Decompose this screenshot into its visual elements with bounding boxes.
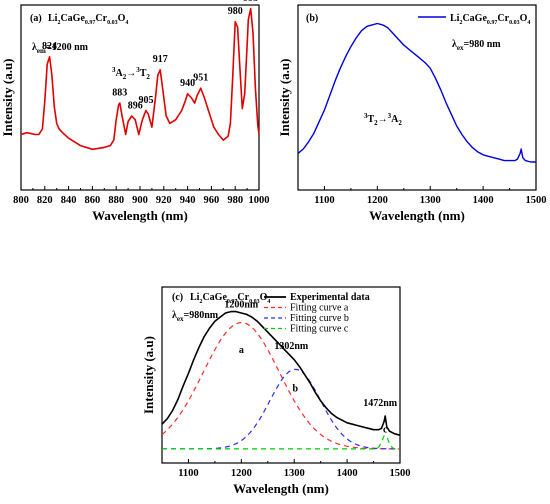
panel-c-legend-label: Fitting curve b (290, 313, 349, 324)
panel-c-legend-label: Fitting curve a (290, 303, 349, 314)
panel-a-peak-label: 917 (153, 54, 168, 65)
panel-c-x-tick-label: 1100 (178, 468, 198, 479)
panel-a-x-tick-label: 860 (85, 195, 101, 206)
panel-a-peak-label: 951 (193, 73, 208, 84)
panel-a-excitation: λem=1200 nm (32, 42, 89, 55)
panel-a-peak-label: 824 (42, 41, 57, 52)
panel-c-fitting-curve (161, 322, 400, 450)
panel-c-x-tick-label: 1400 (337, 468, 358, 479)
panel-a-label: (a) (30, 13, 42, 24)
panel-a-peak-label: 940 (180, 78, 195, 89)
panel-c-peak-label: 1302nm (274, 341, 309, 352)
panel-b-x-tick-label: 1300 (420, 195, 441, 206)
panel-c-excitation: λex=980nm (172, 310, 219, 323)
panel-b-y-axis-label: Intensity (a.u) (277, 58, 292, 136)
panel-c: 1100 1200 1300 1400 1500 Wavelength (nm) Inten… (141, 286, 411, 496)
panel-a-transition: 3A2→3T2 (112, 66, 150, 81)
panel-c-legend-label: Experimental data (290, 292, 370, 303)
panel-b-label: (b) (306, 13, 318, 24)
panel-c-fitting-curve (162, 435, 400, 450)
panel-b-plot-frame (297, 4, 537, 191)
panel-c-x-tick-label: 1300 (284, 468, 305, 479)
panel-a-x-tick-label: 1000 (249, 195, 270, 206)
panel-a-x-tick-label: 840 (61, 195, 77, 206)
panel-b-x-axis-label: Wavelength (nm) (369, 208, 465, 223)
panel-b-x-tick-label: 1500 (526, 195, 547, 206)
panel-a-peak-label: 905 (138, 95, 153, 106)
panel-a-x-tick-label: 920 (156, 195, 172, 206)
panel-a-x-tick-label: 880 (108, 195, 124, 206)
panel-a-peak-label: 896 (128, 100, 143, 111)
panel-c-label: (c) (172, 292, 183, 303)
panel-c-curve-letter: a (239, 345, 244, 356)
panel-a-y-axis-label: Intensity (a.u) (0, 58, 15, 136)
panel-b-x-tick-label: 1400 (473, 195, 494, 206)
panel-c-x-tick-label: 1500 (390, 468, 411, 479)
panel-c-experimental-line (161, 310, 401, 436)
panel-c-peak-label: 1200nm (224, 300, 259, 311)
panel-a-x-tick-label: 820 (37, 195, 53, 206)
panel-a-peak-label: 980 (228, 6, 243, 17)
panel-a-spectrum-line (20, 7, 260, 151)
panel-b-x-tick-label: 1200 (367, 195, 388, 206)
panel-a-formula: Li2CaGe0.97Cr0.03O4 (48, 13, 128, 26)
panel-a-x-tick-label: 940 (180, 195, 196, 206)
panel-b: 1100 1200 1300 1400 1500 Wavelength (nm) Inten… (277, 4, 547, 223)
panel-c-curve-letter: c (383, 424, 388, 435)
panel-c-peak-label: 1472nm (363, 398, 398, 409)
panel-b-excitation: λex=980 nm (452, 39, 501, 52)
panel-a-x-tick-label: 960 (204, 195, 220, 206)
panel-c-legend-label: Fitting curve c (290, 324, 349, 335)
panel-a-peak-label: 993 (243, 0, 258, 4)
panel-a: 800 820 840 860 880 900 920 940 960 980 1000 Wavele… (0, 0, 270, 223)
panel-b-transition: 3T2→3A2 (364, 112, 402, 127)
panel-c-curve-letter: b (292, 383, 298, 394)
panel-c-y-axis-label: Intensity (a.u) (141, 336, 156, 414)
panel-b-legend-label: Li2CaGe0.97Cr0.03O4 (450, 13, 530, 26)
panel-a-x-tick-label: 900 (132, 195, 148, 206)
panel-c-x-axis-label: Wavelength (nm) (233, 481, 329, 496)
panel-c-plot-frame (161, 286, 401, 464)
panel-c-x-tick-label: 1200 (231, 468, 252, 479)
panel-a-x-tick-label: 980 (227, 195, 243, 206)
panel-a-x-axis-label: Wavelength (nm) (92, 208, 188, 223)
panel-a-peak-label: 883 (112, 87, 127, 98)
panel-b-spectrum-line (297, 22, 536, 163)
panel-c-fitting-curve (162, 368, 400, 450)
panel-a-x-tick-label: 800 (13, 195, 29, 206)
panel-c-formula: Li2CaGe0.97Cr0.03O4 (190, 292, 270, 305)
panel-b-x-tick-label: 1100 (314, 195, 334, 206)
